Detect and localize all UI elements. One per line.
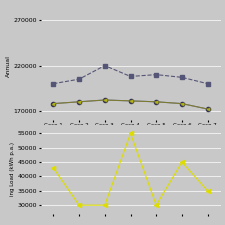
Y-axis label: ing Load (kWh p.a.): ing Load (kWh p.a.) xyxy=(10,142,15,196)
Y-axis label: Annual: Annual xyxy=(6,55,11,76)
Legend: London, UK (roof insulation = 180mm), London, UK (roof insulation = 50mm), Londo: London, UK (roof insulation = 180mm), Lo… xyxy=(80,158,181,178)
